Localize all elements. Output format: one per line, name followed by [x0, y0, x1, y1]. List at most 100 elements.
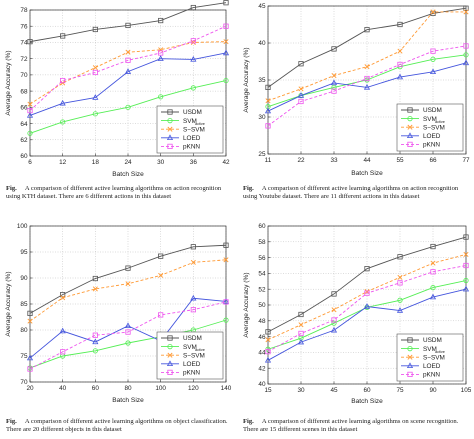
x-tick-label: 120 [188, 385, 199, 392]
legend-swatch-marker [166, 360, 174, 367]
legend-label: LOED [183, 361, 201, 368]
data-point [27, 130, 33, 136]
legend-label: SVM [183, 118, 197, 125]
y-tick-label: 64 [20, 121, 28, 128]
data-point [92, 111, 98, 117]
series-0 [27, 242, 229, 316]
caption-scene: Fig. A comparison of different active lea… [243, 418, 471, 434]
x-axis-label: Batch Size [351, 170, 383, 177]
legend-label: S−SVM [423, 354, 445, 361]
data-point [124, 322, 132, 329]
y-tick-label: 46 [258, 334, 266, 341]
data-point [190, 4, 196, 11]
series-line [267, 7, 467, 88]
data-point [429, 68, 437, 75]
data-point [264, 356, 272, 363]
y-tick-label: 76 [20, 23, 28, 30]
x-axis-label: Batch Size [351, 398, 383, 405]
data-point [125, 281, 131, 287]
caption-kth: Fig. A comparison of different active lea… [6, 185, 232, 201]
legend-swatch-marker [167, 143, 173, 149]
data-point [27, 107, 33, 114]
legend-label: SVM [423, 116, 437, 123]
series-line [29, 2, 227, 43]
y-tick-label: 42 [258, 365, 266, 372]
y-tick-label: 80 [20, 327, 28, 334]
y-tick-label: 40 [258, 40, 266, 47]
data-point [190, 294, 197, 301]
data-point [463, 9, 469, 15]
data-point [463, 5, 469, 11]
y-tick-label: 60 [258, 223, 266, 230]
data-point [430, 9, 436, 15]
series-4 [265, 262, 469, 355]
x-tick-label: 60 [363, 387, 371, 394]
legend-swatch-marker [167, 118, 173, 124]
x-tick-label: 18 [92, 159, 100, 166]
data-point [125, 104, 131, 110]
figure-youtube: 25 30 35 40 45 11 22 33 44 55 66 77 Batch Size Averag… [240, 2, 472, 180]
data-point [125, 49, 131, 55]
data-point [264, 107, 272, 114]
data-point [463, 277, 469, 284]
data-point [331, 291, 337, 297]
x-tick-label: 75 [396, 387, 404, 394]
y-tick-label: 50 [258, 302, 266, 309]
y-tick-label: 68 [20, 88, 28, 95]
x-tick-label: 12 [59, 159, 67, 166]
data-point [92, 348, 98, 354]
y-tick-label: 58 [258, 239, 266, 246]
y-tick-label: 30 [258, 114, 266, 121]
series-line [267, 45, 467, 127]
y-tick-label: 62 [20, 137, 28, 144]
x-tick-label: 44 [363, 157, 371, 164]
legend-swatch-marker [407, 354, 413, 360]
y-tick-label: 66 [20, 105, 28, 112]
x-axis: 6 12 18 24 30 36 42 [28, 153, 230, 166]
y-tick-label: 56 [258, 255, 266, 262]
data-point [397, 274, 403, 280]
data-point [27, 318, 33, 324]
x-tick-label: 55 [396, 157, 404, 164]
data-point [331, 88, 337, 94]
data-point [297, 92, 305, 98]
data-point [298, 98, 304, 105]
figure-object: 70 75 80 85 90 95 100 20 40 60 80 100 120 140 Batch Si… [2, 222, 234, 408]
series-line [267, 288, 467, 361]
y-tick-label: 70 [20, 379, 28, 386]
y-tick-label: 90 [20, 275, 28, 282]
data-point [397, 280, 403, 286]
data-point [157, 55, 164, 61]
data-point [364, 290, 370, 296]
legend-swatch-marker [167, 109, 173, 115]
data-point [463, 262, 469, 269]
legend-label: pKNN [423, 142, 440, 149]
series-line [267, 62, 467, 112]
data-point [298, 311, 304, 318]
chart-kth-accuracy: 60 62 64 66 68 70 72 74 76 78 6 12 18 24 30 36 42 Batch S… [5, 0, 230, 178]
x-tick-label: 60 [92, 385, 100, 392]
data-point [26, 112, 34, 118]
series-4 [27, 23, 229, 114]
data-point [331, 84, 337, 91]
data-point [364, 75, 370, 82]
data-point [397, 297, 403, 303]
x-tick-label: 36 [190, 159, 198, 166]
series-line [267, 265, 467, 353]
legend-label: SVM [183, 344, 197, 351]
data-point [223, 39, 229, 45]
y-tick-label: 85 [20, 301, 28, 308]
y-tick-label: 54 [258, 271, 266, 278]
legend-swatch-marker [167, 335, 173, 341]
data-point [92, 332, 98, 338]
legend-label-subscript: active [195, 122, 205, 126]
legend-label: USDM [183, 109, 202, 116]
data-point [223, 77, 229, 84]
data-point [331, 46, 337, 52]
series-4 [27, 299, 229, 372]
caption-label: Fig. [243, 185, 254, 192]
x-tick-label: 140 [221, 385, 232, 392]
